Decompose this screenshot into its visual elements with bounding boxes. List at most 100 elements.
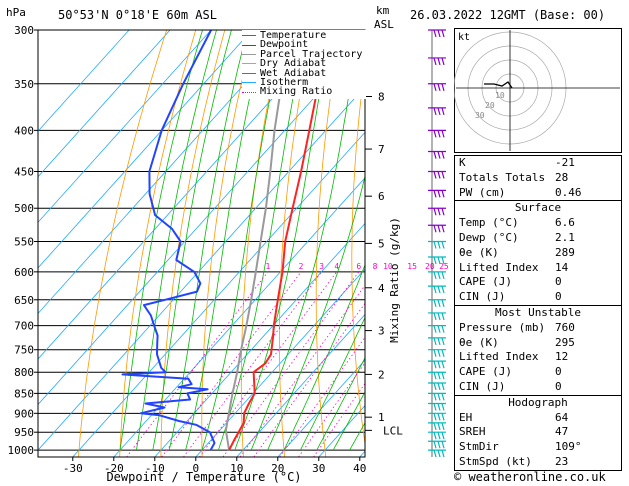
mixing-ratio-label: 3 bbox=[319, 262, 324, 271]
row-value: 0 bbox=[555, 379, 562, 393]
wind-barb-feather bbox=[441, 432, 445, 440]
wind-barb-feather bbox=[437, 190, 441, 198]
legend-swatch bbox=[242, 44, 256, 46]
wind-barb-feather bbox=[441, 325, 445, 333]
wind-barb-feather bbox=[441, 130, 445, 138]
row-value: 0.46 bbox=[555, 185, 582, 199]
dry-adiabat bbox=[78, 30, 168, 457]
mixing-ratio-label: 15 bbox=[407, 262, 417, 271]
asl-unit-label: ASL bbox=[374, 18, 394, 31]
wet-adiabat bbox=[136, 30, 217, 451]
legend-swatch bbox=[242, 53, 256, 55]
wind-barb-feather bbox=[441, 403, 445, 411]
row-label: θe (K) bbox=[459, 335, 499, 349]
pressure-tick-label: 300 bbox=[14, 24, 34, 37]
wind-barb-feather bbox=[437, 285, 441, 294]
mixing-ratio-line bbox=[239, 284, 365, 457]
mixing-ratio-label: 1 bbox=[265, 262, 270, 271]
table-row: θe (K) 295 bbox=[455, 336, 621, 351]
wind-barb-feather bbox=[433, 107, 437, 116]
wind-barb-feather bbox=[441, 241, 445, 249]
wind-barb-feather bbox=[441, 372, 445, 380]
isotherm bbox=[195, 268, 365, 457]
km-tick-label: 4 bbox=[378, 282, 385, 295]
legend-swatch bbox=[242, 63, 256, 65]
pressure-tick-label: 450 bbox=[14, 165, 34, 178]
row-label: Pressure (mb) bbox=[459, 320, 546, 334]
wind-barb-feather bbox=[433, 349, 437, 357]
table-row: Temp (°C) 6.6 bbox=[455, 216, 621, 231]
row-value: 760 bbox=[555, 320, 575, 334]
row-label: CIN (J) bbox=[459, 290, 506, 304]
wind-barb-feather bbox=[433, 241, 437, 249]
table-row: θe (K) 289 bbox=[455, 246, 621, 261]
isotherm bbox=[236, 313, 365, 457]
row-label: θe (K) bbox=[459, 245, 499, 259]
table-row: StmSpd (kt) 23 bbox=[455, 455, 621, 470]
wind-barb-feather bbox=[433, 190, 437, 198]
row-value: -21 bbox=[555, 156, 575, 169]
wind-barb-feather bbox=[437, 241, 441, 249]
surface-title: Surface bbox=[514, 201, 562, 215]
wind-barb-feather bbox=[437, 29, 441, 38]
parcel-trajectory-line bbox=[224, 30, 295, 451]
wind-barb-feather bbox=[437, 337, 441, 346]
wind-barb-feather bbox=[433, 382, 437, 391]
row-value: 295 bbox=[555, 335, 575, 349]
wind-barb-feather bbox=[437, 360, 441, 369]
row-value: 109° bbox=[555, 440, 582, 454]
row-label: Totals Totals bbox=[459, 170, 546, 184]
temperature-tick-label: 0 bbox=[192, 462, 199, 475]
legend-item: Wet Adiabat bbox=[242, 67, 366, 79]
row-value: 289 bbox=[555, 245, 575, 259]
wind-barb-feather bbox=[441, 256, 445, 265]
temperature-tick-label: 40 bbox=[353, 462, 366, 475]
legend-label: Parcel Trajectory bbox=[260, 48, 363, 60]
table-row: Lifted Index 14 bbox=[455, 261, 621, 276]
wind-barb-feather bbox=[441, 83, 445, 91]
isotherm bbox=[113, 177, 365, 457]
row-value: 64 bbox=[555, 410, 569, 424]
wind-barb-feather bbox=[433, 403, 437, 411]
isotherm bbox=[72, 131, 365, 457]
wind-barb-feather bbox=[433, 393, 437, 401]
table-row: EH 64 bbox=[455, 411, 621, 426]
table-row: SREH 47 bbox=[455, 425, 621, 440]
wind-barb-feather bbox=[441, 29, 445, 38]
wet-adiabat bbox=[201, 30, 285, 451]
x-axis-label: Dewpoint / Temperature (°C) bbox=[106, 470, 301, 484]
dewpoint-line bbox=[121, 30, 216, 451]
row-value: 0 bbox=[555, 290, 562, 304]
wind-barb-feather bbox=[433, 285, 437, 294]
km-tick-label: 6 bbox=[378, 190, 385, 203]
wind-barb-feather bbox=[437, 271, 441, 280]
row-value: 6.6 bbox=[555, 216, 575, 230]
temperature-line bbox=[228, 30, 336, 451]
row-value: 14 bbox=[555, 260, 569, 274]
km-tick-label: 3 bbox=[378, 325, 385, 338]
wet-adiabat bbox=[234, 30, 332, 451]
mixing-ratio-label: 4 bbox=[334, 262, 339, 271]
wind-barb-feather bbox=[441, 337, 445, 346]
mixing-ratio-label: 10 bbox=[383, 262, 393, 271]
hodograph-ring-label: 20 bbox=[485, 101, 495, 110]
wet-adiabat bbox=[267, 174, 365, 451]
row-label: SREH bbox=[459, 425, 486, 439]
isotherm bbox=[38, 30, 294, 315]
row-value: 0 bbox=[555, 275, 562, 289]
wind-barb-feather bbox=[441, 171, 445, 179]
table-row: CIN (J) 0 bbox=[455, 290, 621, 305]
hodograph-unit: kt bbox=[458, 32, 470, 43]
legend-label: Temperature bbox=[260, 30, 327, 41]
indices-table: K -21 Totals Totals 28 PW (cm) 0.46 Surface T… bbox=[454, 155, 622, 471]
km-tick-label: 7 bbox=[378, 143, 385, 156]
legend-label: Wet Adiabat bbox=[260, 67, 327, 79]
temperature-tick-label: 10 bbox=[230, 462, 243, 475]
wind-barb-feather bbox=[433, 29, 437, 38]
wind-barb-feather bbox=[437, 413, 441, 421]
wet-adiabat bbox=[332, 391, 365, 451]
pressure-tick-label: 700 bbox=[14, 320, 34, 333]
row-value: 28 bbox=[555, 170, 569, 184]
table-row: Dewp (°C) 2.1 bbox=[455, 231, 621, 246]
row-label: Temp (°C) bbox=[459, 216, 519, 230]
